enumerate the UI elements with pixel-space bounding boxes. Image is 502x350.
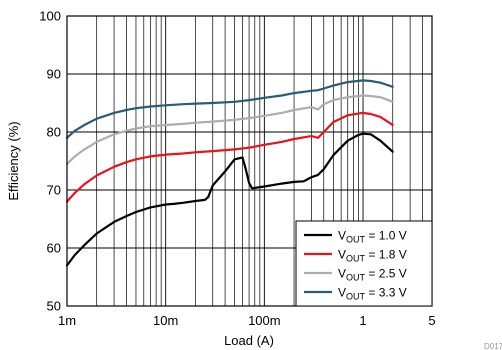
legend-label: VOUT = 3.3 V	[338, 286, 407, 302]
x-axis-label: Load (A)	[224, 333, 274, 348]
y-axis-label: Efficiency (%)	[6, 121, 21, 200]
series-layer	[65, 79, 394, 267]
x-tick-label: 5	[428, 313, 435, 328]
legend: VOUT = 1.0 V VOUT = 1.8 V VOUT = 2.5 V VOUT…	[295, 220, 433, 307]
x-tick-label: 10m	[153, 313, 178, 328]
series-line	[65, 111, 394, 203]
y-tick-label: 90	[47, 67, 61, 82]
x-tick-label: 100m	[248, 313, 281, 328]
figure-id: D017	[484, 342, 502, 350]
y-tick-labels: 50 60 70 80 90 100	[39, 9, 61, 314]
legend-label: VOUT = 1.8 V	[338, 248, 407, 264]
series-line	[65, 79, 394, 139]
series-line	[65, 94, 394, 165]
y-tick-label: 80	[47, 125, 61, 140]
x-tick-labels: 1m 10m 100m 1 5	[58, 313, 436, 328]
y-tick-label: 50	[47, 299, 61, 314]
y-tick-label: 100	[39, 9, 61, 24]
series-line	[65, 132, 394, 267]
legend-label: VOUT = 1.0 V	[338, 229, 407, 245]
x-tick-label: 1m	[58, 313, 76, 328]
y-tick-label: 60	[47, 241, 61, 256]
legend-label: VOUT = 2.5 V	[338, 267, 407, 283]
plot-frame	[66, 15, 433, 307]
x-tick-label: 1	[359, 313, 366, 328]
y-tick-label: 70	[47, 183, 61, 198]
